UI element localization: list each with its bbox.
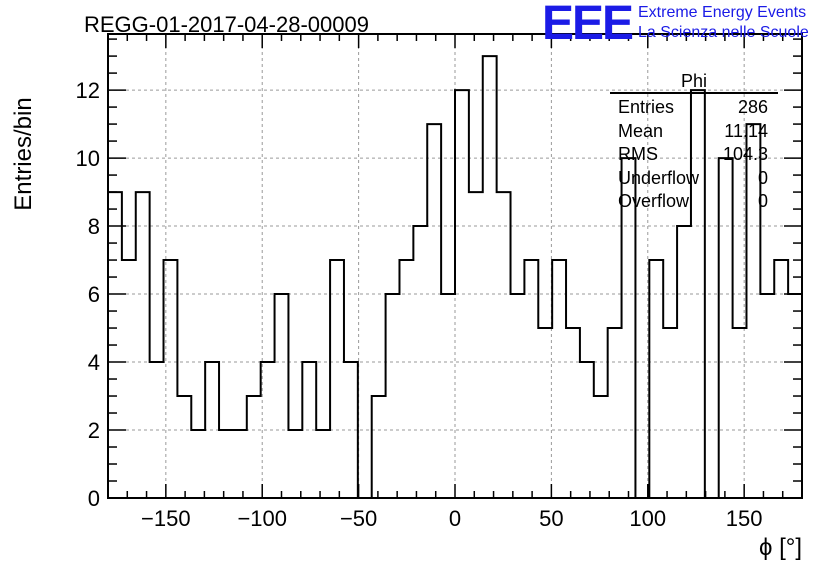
y-tick-label: 6 [88, 282, 100, 307]
stats-value: 104.3 [722, 144, 768, 164]
histogram-bin [316, 430, 330, 498]
stats-row-mean: Mean 11.14 [610, 120, 778, 144]
histogram-bin [427, 124, 441, 498]
stats-row-entries: Entries 286 [610, 96, 778, 120]
stats-row-overflow: Overflow 0 [610, 190, 778, 214]
histogram-bin [399, 260, 413, 498]
histogram-step-line [107, 55, 803, 499]
x-tick-label: 150 [726, 506, 763, 531]
x-tick-label: −150 [141, 506, 191, 531]
stats-value: 286 [737, 97, 768, 117]
stats-row-underflow: Underflow 0 [610, 167, 778, 191]
histogram-bin [511, 294, 525, 498]
stats-title: Phi [610, 72, 778, 94]
x-axis-label: ϕ [°] [758, 534, 802, 561]
histogram-bin [594, 396, 608, 498]
x-tick-label: 0 [449, 506, 461, 531]
histogram-bin [566, 328, 580, 498]
histogram-bin [122, 260, 136, 498]
stats-value: 11.14 [724, 120, 768, 141]
x-tick-label: 100 [629, 506, 666, 531]
histogram-bin [552, 260, 566, 498]
x-tick-label: −100 [237, 506, 287, 531]
stats-label: Entries [618, 97, 675, 117]
eee-logo: EEE [542, 0, 634, 50]
logo-line-1: Extreme Energy Events [638, 4, 807, 21]
histogram-bin [497, 192, 511, 498]
histogram-bin [288, 430, 302, 498]
stats-value: 0 [757, 191, 768, 211]
stats-label: Overflow [618, 191, 690, 211]
histogram-bin [483, 56, 497, 498]
stats-label: Underflow [618, 167, 700, 188]
stats-label: RMS [618, 144, 658, 164]
histogram-bin [330, 260, 344, 498]
y-tick-label: 10 [76, 146, 100, 171]
logo-line-2: La Scienza nelle Scuole [638, 24, 809, 41]
histogram-bin [663, 328, 677, 498]
y-axis-label-box: Entries/bin [4, 97, 44, 210]
histogram-bin [608, 328, 622, 498]
stats-box: Phi Entries 286 Mean 11.14 RMS 104.3 Underf… [610, 72, 778, 214]
histogram-bin [247, 396, 261, 498]
x-tick-label: 50 [539, 506, 563, 531]
histogram-bin [760, 294, 774, 498]
x-tick-label: −50 [340, 506, 377, 531]
y-tick-label: 12 [76, 78, 100, 103]
y-tick-label: 2 [88, 418, 100, 443]
histogram-bin [177, 396, 191, 498]
histogram-bin [191, 430, 205, 498]
y-tick-label: 0 [88, 486, 100, 511]
histogram-bin [233, 430, 247, 498]
stats-row-rms: RMS 104.3 [610, 143, 778, 167]
histogram-bin [441, 294, 455, 498]
y-tick-label: 4 [88, 350, 100, 375]
y-axis-label: Entries/bin [10, 97, 37, 211]
histogram-bin [386, 294, 400, 498]
stats-value: 0 [757, 167, 768, 188]
histogram-bin [649, 260, 663, 498]
histogram-bin [219, 430, 233, 498]
histogram-bin [372, 396, 386, 498]
chart-title: REGG-01-2017-04-28-00009 [84, 12, 369, 37]
histogram-bin [774, 260, 788, 498]
histogram-bin [275, 294, 289, 498]
stats-label: Mean [618, 120, 664, 141]
histogram-bin [136, 192, 150, 498]
histogram-bin [524, 260, 538, 498]
histogram-bin [469, 192, 483, 498]
y-tick-label: 8 [88, 214, 100, 239]
histogram-bin [538, 328, 552, 498]
